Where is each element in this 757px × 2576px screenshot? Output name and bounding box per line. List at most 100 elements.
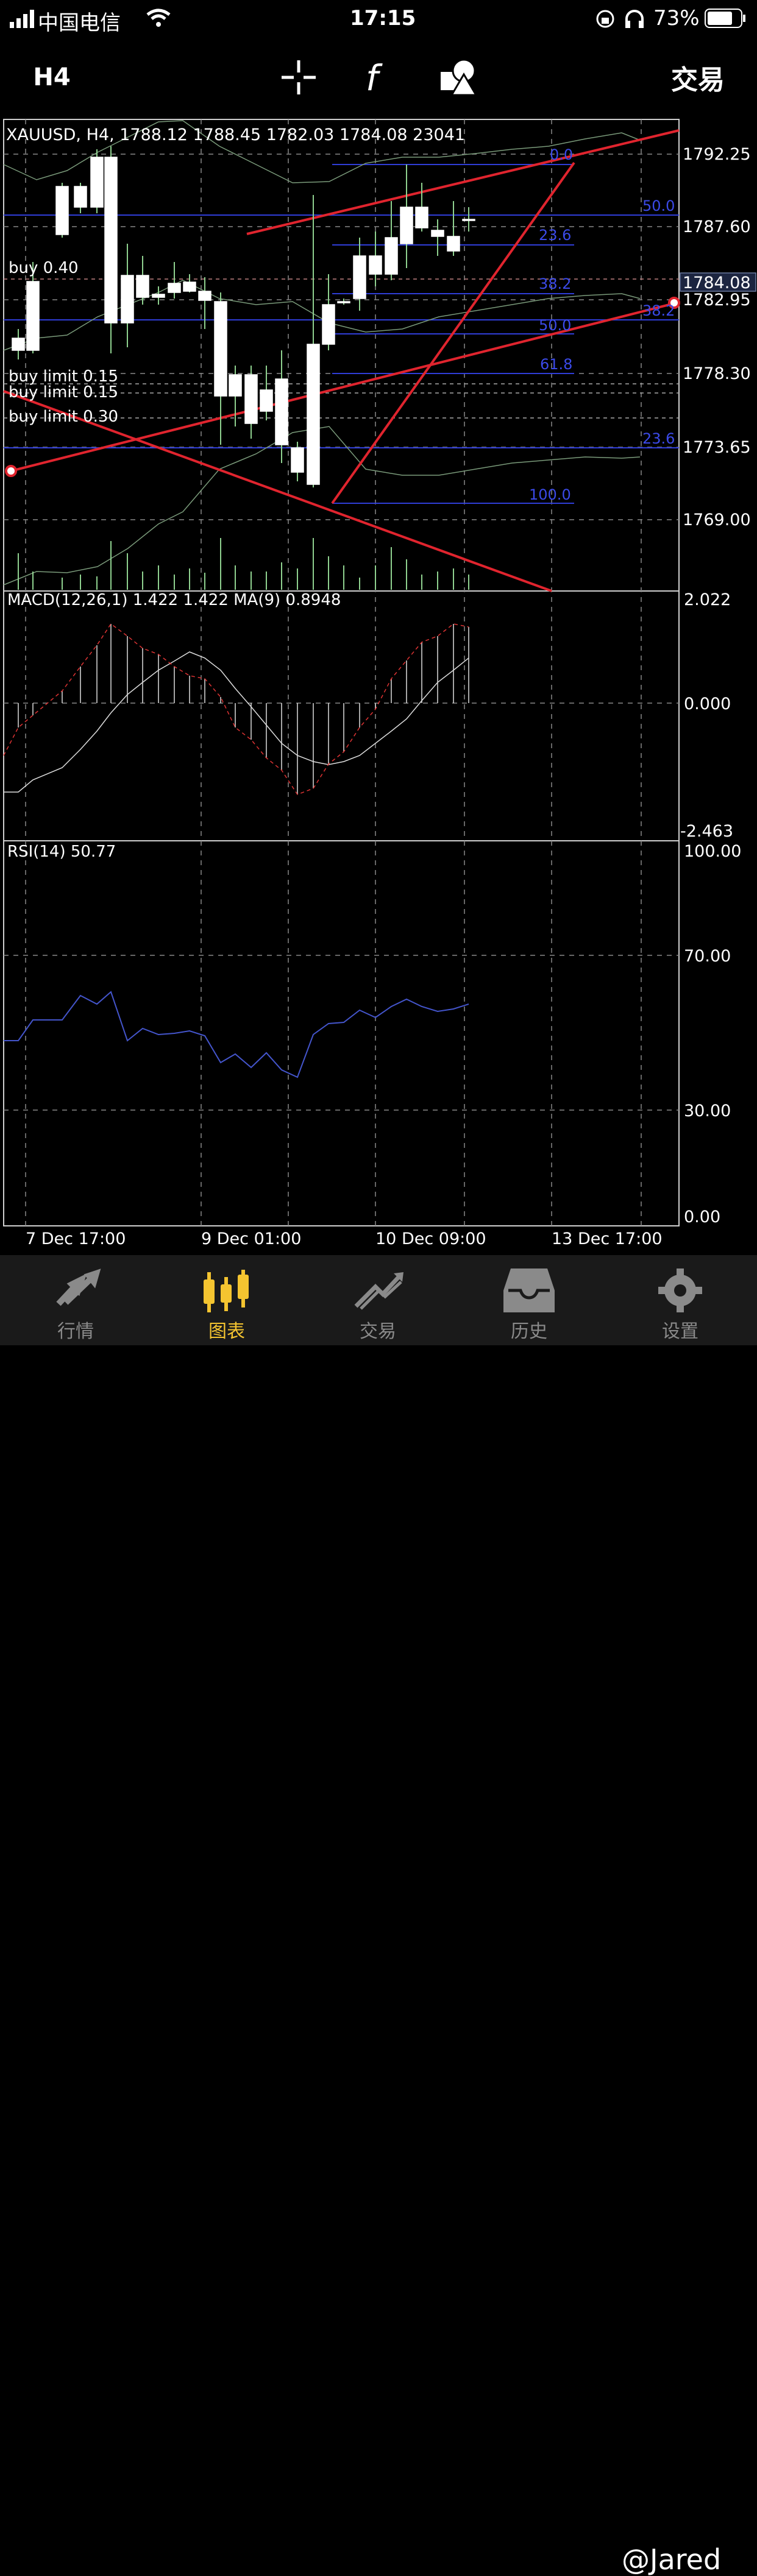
trade-button[interactable]: 交易: [658, 50, 737, 105]
trendline-handle[interactable]: [668, 297, 680, 309]
trend-lines[interactable]: [3, 129, 680, 592]
macd-scale-label: 2.022: [684, 590, 731, 609]
trade-label: 交易: [671, 65, 725, 96]
macd-scale-label: -2.463: [680, 822, 733, 841]
tab-label: 图表: [208, 1321, 245, 1342]
candle-body: [104, 157, 118, 324]
candle-body: [198, 291, 211, 301]
battery-icon: [705, 9, 745, 28]
candle-body: [260, 389, 273, 412]
candle-body: [229, 374, 242, 397]
price-label: 1778.30: [683, 364, 751, 383]
candle-body: [462, 219, 475, 221]
candle-body: [74, 186, 87, 208]
fib-labels: 0.0 23.6 38.2 50.0 61.8 100.0 50.0 38.2 …: [529, 146, 675, 503]
signal-icon: [10, 10, 34, 28]
candle-body: [152, 294, 165, 298]
macd-header: MACD(12,26,1) 1.422 1.422 MA(9) 0.8948: [7, 591, 341, 609]
tab-bar: 行情 图表 交易 历史: [0, 1255, 757, 2576]
indicators-button[interactable]: f: [356, 50, 399, 105]
watermark: @Jared: [622, 2543, 722, 2576]
time-axis: 7 Dec 17:00 9 Dec 01:00 10 Dec 09:00 13 …: [26, 1230, 663, 1248]
settings-icon: [658, 1269, 702, 1312]
candle-body: [431, 230, 444, 237]
timeframe-label: H4: [33, 63, 71, 91]
fib-level-label: 50.0: [539, 317, 571, 334]
current-price-label: 1784.08: [683, 274, 751, 292]
fib-level-label: 23.6: [642, 430, 675, 447]
candle-body: [307, 344, 320, 485]
candle-body: [447, 236, 460, 252]
fib-level-label: 23.6: [539, 227, 571, 244]
candle-body: [400, 207, 413, 244]
trendline-handle[interactable]: [5, 465, 17, 477]
trade-icon: [354, 1272, 403, 1310]
candle-body: [244, 374, 258, 424]
chart-area[interactable]: XAUUSD, H4, 1788.12 1788.45 1782.03 1784…: [0, 116, 757, 1255]
wifi-icon: [146, 9, 171, 27]
macd-scale-label: 0.000: [684, 695, 731, 713]
order-label[interactable]: buy 0.40: [9, 259, 79, 277]
candle-body: [12, 338, 25, 351]
chart-frame: [3, 119, 680, 1226]
fib-level-label: 38.2: [539, 275, 571, 292]
order-label[interactable]: buy limit 0.30: [9, 408, 118, 426]
volume-bars: [18, 538, 469, 590]
rsi-scale-label: 30.00: [684, 1102, 731, 1120]
candle-body: [121, 275, 134, 324]
fib-level-label: 50.0: [642, 197, 675, 214]
tab-label: 交易: [360, 1321, 396, 1342]
status-bar: 中国电信 17:15 73%: [0, 0, 757, 38]
price-label: 1787.60: [683, 218, 751, 236]
chart-canvas[interactable]: XAUUSD, H4, 1788.12 1788.45 1782.03 1784…: [0, 116, 757, 1255]
rsi-scale-label: 0.00: [684, 1208, 720, 1226]
time-label: 9 Dec 01:00: [201, 1230, 301, 1248]
tab-quotes[interactable]: 行情: [0, 1255, 151, 1345]
order-label[interactable]: buy limit 0.15: [9, 383, 118, 402]
headphones-icon: [625, 10, 644, 28]
rsi-line: [4, 991, 469, 1078]
price-label: 1773.65: [683, 438, 751, 457]
crosshair-icon: [282, 60, 316, 94]
rotation-lock-icon: [596, 10, 614, 28]
candle-body: [322, 304, 335, 345]
tab-settings[interactable]: 设置: [605, 1255, 756, 1345]
carrier-name: 中国电信: [38, 11, 121, 35]
tab-chart[interactable]: 图表: [151, 1255, 302, 1345]
fib-level-label: 61.8: [540, 356, 572, 373]
tab-trade[interactable]: 交易: [302, 1255, 453, 1345]
crosshair-button[interactable]: [273, 50, 324, 105]
candle-body: [55, 186, 69, 235]
tab-label: 设置: [662, 1321, 698, 1342]
candle-body: [136, 275, 149, 298]
candle-body: [275, 378, 288, 445]
chart-toolbar: H4 f 交易: [0, 38, 757, 117]
candle-body: [337, 301, 350, 303]
rsi-scale: 100.00 70.00 30.00 0.00: [684, 842, 741, 1226]
fib-level-label: 38.2: [642, 302, 675, 319]
current-price-box: [680, 272, 756, 292]
objects-button[interactable]: [433, 50, 484, 105]
chart-header: XAUUSD, H4, 1788.12 1788.45 1782.03 1784…: [6, 126, 465, 144]
order-label[interactable]: buy limit 0.15: [9, 367, 118, 386]
timeframe-button[interactable]: H4: [24, 50, 79, 105]
rsi-scale-label: 70.00: [684, 947, 731, 966]
shapes-icon: [441, 58, 478, 96]
macd-indicator: [3, 623, 469, 795]
macd-signal-line: [4, 651, 469, 793]
candlesticks: [12, 146, 475, 487]
candle-body: [168, 283, 181, 293]
price-label: 1769.00: [683, 511, 751, 529]
macd-main-line: [3, 623, 469, 795]
clock: 17:15: [350, 6, 416, 30]
fib-level-label: 100.0: [529, 486, 571, 503]
chart-icon: [204, 1270, 249, 1312]
candle-body: [183, 281, 196, 292]
macd-scale: 2.022 0.000 -2.463: [680, 590, 733, 841]
svg-text:f: f: [366, 57, 383, 99]
price-scale: 1792.25 1787.60 1782.95 1778.30 1773.65 …: [683, 145, 751, 529]
tab-history[interactable]: 历史: [453, 1255, 605, 1345]
price-label: 1792.25: [683, 145, 751, 164]
rsi-header: RSI(14) 50.77: [7, 843, 116, 861]
candle-body: [90, 157, 104, 208]
